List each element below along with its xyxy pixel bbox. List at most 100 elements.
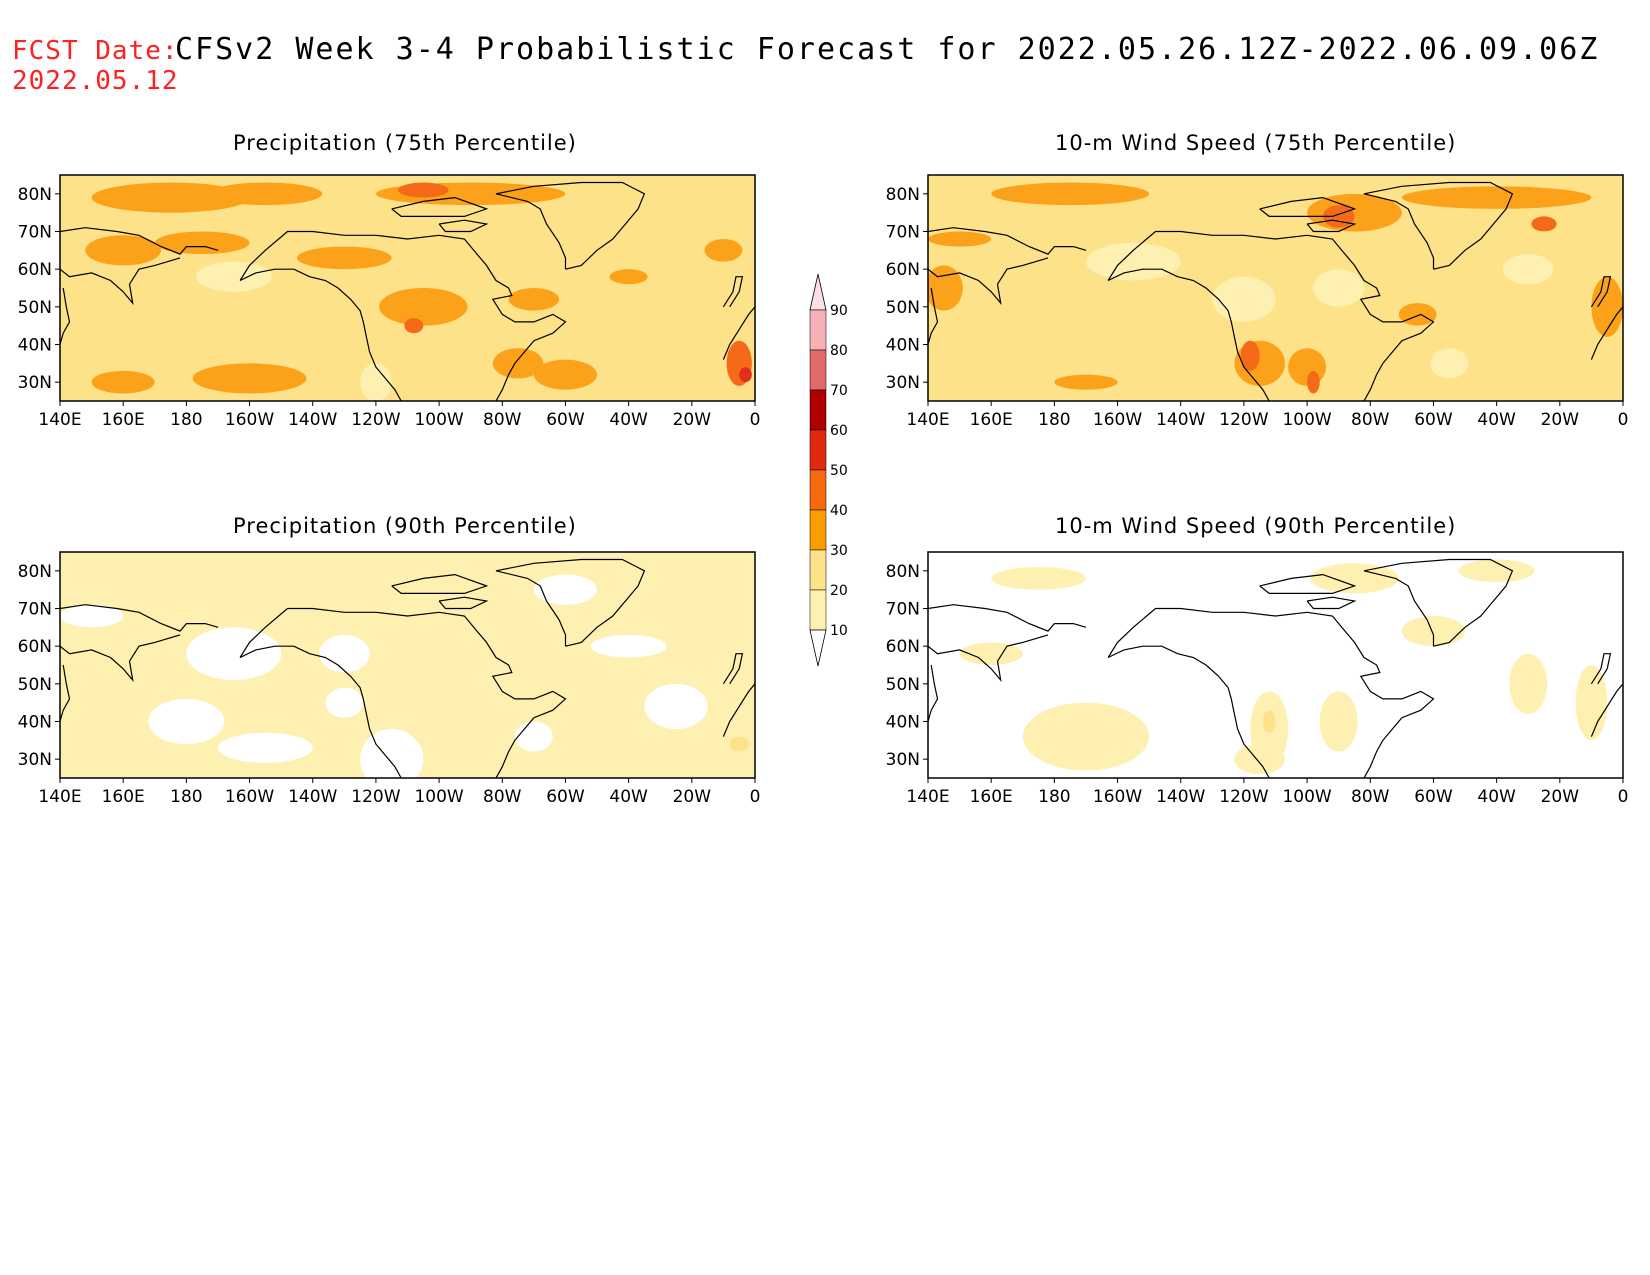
field-blob bbox=[186, 627, 282, 681]
field-blob bbox=[1288, 348, 1327, 386]
coastline bbox=[391, 196, 489, 218]
lat-label: 80N bbox=[886, 185, 920, 205]
colorbar-label: 20 bbox=[830, 583, 848, 599]
colorbar-label: 90 bbox=[830, 303, 848, 319]
coastline bbox=[1363, 558, 1514, 647]
field-blob bbox=[217, 732, 313, 763]
field-blob bbox=[1212, 276, 1276, 322]
field-blob bbox=[1262, 710, 1276, 733]
map-frame bbox=[927, 551, 1624, 779]
lat-label: 40N bbox=[18, 713, 52, 733]
colorbar-label: 70 bbox=[830, 383, 848, 399]
field-blob bbox=[1531, 216, 1557, 232]
coastline bbox=[928, 227, 1087, 255]
coastline bbox=[391, 573, 489, 595]
lon-label: 80W bbox=[483, 787, 522, 807]
lon-label: 140E bbox=[906, 787, 949, 807]
coastline bbox=[438, 596, 489, 610]
lon-label: 120W bbox=[1219, 410, 1268, 430]
field-blob bbox=[533, 574, 598, 605]
field-blob bbox=[1085, 242, 1181, 281]
field-blob bbox=[1307, 370, 1320, 394]
lat-label: 60N bbox=[18, 637, 52, 657]
field-blob bbox=[1401, 186, 1592, 209]
field-blob bbox=[508, 288, 560, 311]
colorbar-segment bbox=[809, 309, 827, 351]
field-blob bbox=[959, 642, 1023, 665]
field-blob bbox=[533, 359, 598, 390]
colorbar-top-arrow bbox=[809, 273, 827, 311]
field-blob bbox=[991, 567, 1086, 590]
map-wind-90: 80N 70N 60N 50N 40N 30N 140E 160E 180 160W 140W 120… bbox=[886, 551, 1628, 807]
colorbar-label: 80 bbox=[830, 343, 848, 359]
lon-label: 180 bbox=[170, 410, 202, 430]
field-blob bbox=[325, 687, 364, 718]
coastline bbox=[722, 306, 755, 360]
coastline bbox=[1590, 306, 1623, 360]
lon-label: 0 bbox=[750, 787, 761, 807]
field-blob bbox=[85, 235, 162, 266]
lon-label: 40W bbox=[609, 787, 648, 807]
lat-label: 30N bbox=[18, 750, 52, 770]
lat-label: 40N bbox=[18, 336, 52, 356]
lon-label: 180 bbox=[170, 787, 202, 807]
field-blob bbox=[319, 634, 370, 673]
field-blob bbox=[192, 363, 307, 394]
coastline bbox=[1590, 683, 1623, 737]
coastline bbox=[928, 604, 1087, 632]
lon-label: 80W bbox=[483, 410, 522, 430]
lon-label: 140E bbox=[38, 410, 81, 430]
lon-label: 160E bbox=[970, 410, 1013, 430]
lon-label: 60W bbox=[1414, 410, 1453, 430]
lon-label: 100W bbox=[414, 410, 463, 430]
lat-label: 60N bbox=[886, 637, 920, 657]
field-blob bbox=[928, 265, 963, 311]
lat-label: 80N bbox=[18, 185, 52, 205]
field-blob bbox=[1502, 254, 1554, 285]
lon-label: 40W bbox=[1477, 787, 1516, 807]
lon-label: 140E bbox=[38, 787, 81, 807]
coastline bbox=[928, 634, 1049, 683]
field-blob bbox=[60, 604, 124, 628]
field-blob bbox=[590, 634, 667, 658]
lon-label: 160W bbox=[1093, 410, 1142, 430]
fcst-date-label: FCST Date: bbox=[12, 36, 179, 66]
coastline bbox=[928, 257, 1049, 306]
coastline bbox=[438, 219, 489, 233]
lat-label: 70N bbox=[18, 600, 52, 620]
lon-label: 120W bbox=[1219, 787, 1268, 807]
lon-label: 40W bbox=[1477, 410, 1516, 430]
field-blob bbox=[91, 182, 250, 213]
lon-label: 140W bbox=[1156, 787, 1205, 807]
map-precip-90: 80N 70N 60N 50N 40N 30N 140E 160E 180 160W 140W 120… bbox=[18, 551, 761, 807]
lat-label: 60N bbox=[886, 260, 920, 280]
lon-label: 160W bbox=[225, 787, 274, 807]
map-precip-75: 80N 70N 60N 50N 40N 30N 140E 160E 180 160W 140W 120… bbox=[18, 174, 761, 430]
coastline bbox=[495, 558, 646, 647]
lat-label: 70N bbox=[18, 223, 52, 243]
lon-label: 20W bbox=[673, 410, 712, 430]
colorbar-label: 30 bbox=[830, 543, 848, 559]
field-blob bbox=[644, 683, 708, 730]
lon-label: 0 bbox=[1618, 410, 1629, 430]
colorbar-bottom-arrow bbox=[809, 629, 827, 667]
map-frame bbox=[59, 174, 756, 402]
colorbar-label: 60 bbox=[830, 423, 848, 439]
lon-label: 80W bbox=[1351, 410, 1390, 430]
field-blob bbox=[1430, 348, 1469, 379]
field-blob bbox=[154, 231, 250, 255]
lat-label: 70N bbox=[886, 223, 920, 243]
coastline bbox=[1107, 230, 1435, 401]
lon-label: 100W bbox=[1282, 787, 1331, 807]
field-blob bbox=[1240, 340, 1260, 371]
coastline bbox=[1107, 268, 1270, 401]
coastline bbox=[239, 645, 402, 778]
field-blob bbox=[1458, 559, 1535, 583]
coastline bbox=[1306, 219, 1357, 233]
lon-label: 0 bbox=[750, 410, 761, 430]
coastline bbox=[60, 287, 71, 345]
field-blob bbox=[360, 729, 424, 778]
lon-label: 160W bbox=[225, 410, 274, 430]
lat-label: 80N bbox=[886, 562, 920, 582]
field-background bbox=[60, 175, 755, 401]
